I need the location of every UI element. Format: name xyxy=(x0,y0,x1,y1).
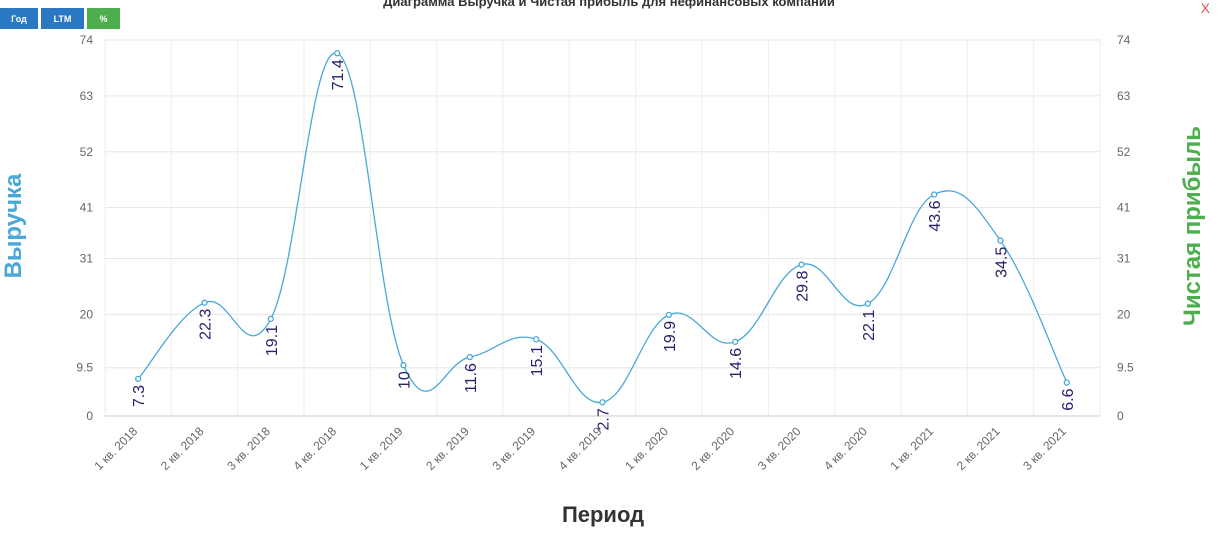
data-point xyxy=(665,311,672,319)
data-label: 10 xyxy=(397,371,414,389)
x-tick-label: 3 кв. 2019 xyxy=(489,424,538,473)
y-tick-right: 52 xyxy=(1117,145,1131,159)
percent-button[interactable]: % xyxy=(87,8,120,29)
ltm-button[interactable]: LTM xyxy=(41,8,84,29)
y-tick-left: 0 xyxy=(86,409,93,423)
data-point xyxy=(931,191,938,198)
year-button[interactable]: Год xyxy=(0,8,38,29)
y-tick-right: 41 xyxy=(1117,201,1131,215)
data-point xyxy=(466,353,473,361)
y-tick-right: 74 xyxy=(1117,33,1131,47)
y-axis-title-right: Чистая прибыль xyxy=(1179,126,1206,326)
y-tick-right: 20 xyxy=(1117,307,1131,321)
data-label: 14.6 xyxy=(728,348,745,379)
x-tick-label: 4 кв. 2020 xyxy=(821,424,870,473)
data-point xyxy=(533,336,540,343)
data-point xyxy=(400,362,407,369)
data-label: 29.8 xyxy=(795,270,812,301)
y-tick-right: 63 xyxy=(1117,89,1131,103)
data-label: 6.6 xyxy=(1060,388,1077,410)
y-axis-left: 0 9.5 20 31 41 52 63 74 xyxy=(76,33,93,423)
x-tick-label: 1 кв. 2019 xyxy=(357,424,406,473)
x-tick-label: 1 кв. 2020 xyxy=(622,424,671,473)
data-points xyxy=(135,50,1070,406)
data-point xyxy=(997,237,1004,244)
data-labels: 7.3 22.3 19.1 71.4 10 11.6 15.1 2.7 19.9 14.6 29.8… xyxy=(131,59,1077,430)
y-tick-left: 52 xyxy=(80,145,94,159)
x-tick-label: 3 кв. 2020 xyxy=(755,424,804,473)
data-point xyxy=(201,299,208,306)
close-icon[interactable]: X xyxy=(1200,0,1210,16)
data-point xyxy=(599,399,606,406)
data-point xyxy=(732,338,739,345)
grid xyxy=(104,39,1101,417)
data-label: 15.1 xyxy=(529,345,546,376)
y-tick-right: 31 xyxy=(1117,251,1131,265)
series-line xyxy=(137,52,1068,403)
data-label: 71.4 xyxy=(330,59,347,90)
data-label: 22.3 xyxy=(198,309,215,340)
data-label: 22.1 xyxy=(861,310,878,341)
x-tick-label: 1 кв. 2018 xyxy=(91,424,140,473)
y-axis-right: 0 9.5 20 31 41 52 63 74 xyxy=(1117,33,1134,423)
x-tick-label: 2 кв. 2021 xyxy=(954,424,1003,473)
x-tick-label: 2 кв. 2020 xyxy=(688,424,737,473)
x-tick-label: 1 кв. 2021 xyxy=(887,424,936,473)
data-label: 19.1 xyxy=(264,325,281,356)
data-point xyxy=(864,300,871,307)
chart-title: Диаграмма Выручка и Чистая прибыль для н… xyxy=(383,0,835,9)
x-axis-title: Период xyxy=(562,502,644,527)
y-tick-left: 74 xyxy=(80,33,94,47)
data-label: 7.3 xyxy=(131,385,148,407)
data-point xyxy=(267,315,274,323)
x-tick-label: 3 кв. 2021 xyxy=(1020,424,1069,473)
x-tick-label: 2 кв. 2018 xyxy=(158,424,207,473)
y-tick-left: 63 xyxy=(80,89,94,103)
y-tick-left: 9.5 xyxy=(76,361,93,375)
y-tick-right: 0 xyxy=(1117,409,1124,423)
y-tick-left: 20 xyxy=(80,307,94,321)
y-tick-left: 31 xyxy=(80,251,94,265)
x-tick-label: 4 кв. 2018 xyxy=(290,424,339,473)
x-tick-label: 3 кв. 2018 xyxy=(224,424,273,473)
y-tick-right: 9.5 xyxy=(1117,361,1134,375)
y-tick-left: 41 xyxy=(80,201,94,215)
data-label: 43.6 xyxy=(927,200,944,231)
data-label: 11.6 xyxy=(463,363,480,393)
x-tick-label: 2 кв. 2019 xyxy=(423,424,472,473)
data-label: 2.7 xyxy=(596,408,613,430)
data-label: 34.5 xyxy=(994,247,1011,278)
data-point xyxy=(1063,379,1070,386)
x-axis: 1 кв. 2018 2 кв. 2018 3 кв. 2018 4 кв. 2018… xyxy=(91,424,1069,473)
data-point xyxy=(334,50,341,57)
data-point xyxy=(135,375,142,383)
data-label: 19.9 xyxy=(662,321,679,352)
y-axis-title-left: Выручка xyxy=(0,173,27,278)
data-point xyxy=(798,261,805,268)
